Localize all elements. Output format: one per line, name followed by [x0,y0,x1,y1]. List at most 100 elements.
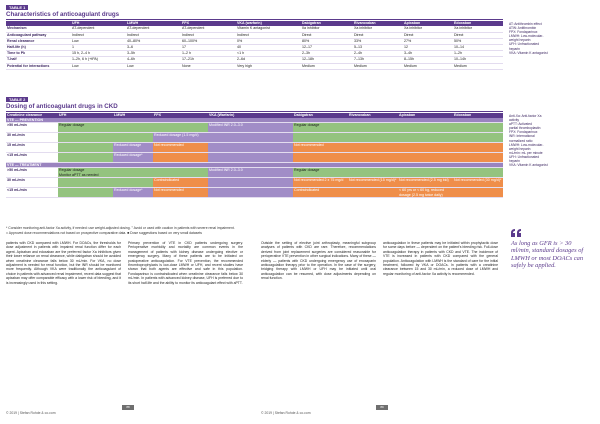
table-cell: Direct [301,32,353,39]
table1-column-header: VKA (warfarin) [236,21,301,26]
table-row: 30 mL/min Reduced dosage (1.5 mg/d) [6,132,503,144]
table-cell: Indirect [236,32,301,39]
dose-cell: Reduced dosage (1.5 mg/d) [153,132,208,144]
table-cell: 1 [71,44,126,52]
table-row: 30 mL/min Contraindicated Not recommende… [6,177,503,189]
table2-column-header: Creatinine clearance [6,113,58,118]
table-cell: 60–100% [181,38,236,46]
row-label: >50 mL/min [6,167,58,179]
table-cell: 4–6h [126,56,181,64]
page-number-right: 89 [376,405,388,410]
table-cell: Low [126,63,181,70]
dose-cell: Not recommended [153,142,208,154]
dose-cell [153,152,208,164]
side-note: VKA: Vitamin K antagonist [509,163,548,168]
table1-column-header: LMWH [126,21,181,26]
row-label: 30 mL/min [6,177,58,189]
dose-cell: Reduced dosage* [113,187,153,199]
table2-tag: TABLE 2 [6,97,29,102]
row-label: Time to Pk [6,50,71,58]
page-number-left: 88 [122,405,134,410]
table-cell: 3–4h [403,50,453,58]
table1-column-header: UFH [71,21,126,26]
dose-cell: Regular dosage Monitor aPTT as needed [58,167,208,179]
side-note: heparin [509,46,520,51]
table-cell: Xa inhibitor [453,26,503,33]
body-column-3: Outside the setting of elective joint ar… [261,241,376,281]
table-row: <15 mL/min Reduced dosage* [6,152,503,164]
table2-side-notes: Anti-Xa: Anti-factor Xa activity aPTT: Act… [509,114,597,167]
side-note: Anti-Xa: Anti-factor Xa [509,114,542,118]
body-column-2: Primary prevention of VTE in CKD patient… [128,241,243,285]
side-note: mL/min: mL per minute [509,150,543,155]
table-row: 15 mL/min Reduced dosage Not recommended… [6,142,503,154]
table1-side-notes: AT: Antithrombin effect ATW: Antithrombin… [509,22,597,55]
dose-cell: Contraindicated [153,177,208,189]
table-row: >50 mL/min Regular dosage Monitor aPTT as… [6,167,503,179]
table-cell: Vitamin K antagonist [236,26,301,33]
dose-cell: Modified INR 2.0–3.0 [208,122,293,134]
table-row: Half-life (h) 1 3–6 17 40 12–17 5–13 12 10–14 [6,44,503,52]
table-cell: 33% [353,38,403,46]
dose-cell: < 60 yrs or < 60 kg, reduced dosage (2.5… [398,187,453,199]
side-note: LMWH: Low-molecular- [509,34,544,39]
table-row: Mechanism AT-dependent AT-dependent AT-depe… [6,26,503,33]
table-cell: 80% [301,38,353,46]
table1-column-header: Dabigatran [301,21,353,26]
table2-column-header: Apixaban [398,113,453,118]
dose-cell [58,152,113,164]
footer-right: © 2019 | Stefan Rohde & co.com [261,411,311,415]
table1-column-header: Apixaban [403,21,453,26]
side-note: activity [509,118,520,123]
table-cell: Direct [453,32,503,39]
dose-cell [113,132,153,144]
table-cell: 12–18h [301,56,353,64]
side-note: LMWH: Low-molecular- [509,142,544,147]
table-cell: 40–80% [126,38,181,46]
table-cell: 12–17 [301,44,353,52]
row-label: >50 mL/min [6,122,58,134]
side-note: UFH: Unfractionated [509,154,540,159]
dose-cell: Contraindicated [293,187,348,199]
table1-column-header [6,21,71,26]
dose-cell [348,187,398,199]
table-cell: 50% [453,38,503,46]
dose-cell [208,152,293,164]
side-note: aPTT: Activated [509,122,532,127]
dose-cell: Not recommended 2 x 75 mg/d [293,177,348,189]
table-cell: 10–14 [453,44,503,52]
body-column-1: patients with CKD compared with LMWH. Fo… [6,241,121,285]
table-cell: <1 h [236,50,301,58]
table2-footnote-2: □ Approved dose recommendations not base… [6,231,202,235]
table-cell: 2–3h [301,50,353,58]
table-row: Time to Pk 15 h, 2–4 h 3–5h 1–2 h <1 h 2–3h 2–… [6,50,503,58]
row-label: 15 mL/min [6,142,58,154]
table-cell: 17–21h [181,56,236,64]
table-row: Renal clearance Low 40–80% 60–100% 0% 80% 33% 2… [6,38,503,46]
dose-cell [58,177,113,189]
table2-title: Dosing of anticoagulant drugs in CKD [6,103,118,110]
table-cell: Medium [453,63,503,70]
side-note: FPX: Fondaparinux [509,30,538,35]
dose-cell: Reduced dosage [113,142,153,154]
side-note: VKA: Vitamin K antagonist [509,50,548,55]
dose-cell [113,177,153,189]
table-cell: None [181,63,236,70]
dose-cell: Not recommended (15 mg/d)* [348,177,398,189]
table-cell: AT-dependent [126,26,181,33]
table-cell: AT-dependent [71,26,126,33]
side-note: partial thromboplastin [509,126,541,131]
table-cell: Direct [403,32,453,39]
dose-cell [58,142,113,154]
side-note: INR: International [509,134,535,139]
dose-cell [293,132,503,144]
side-note: weight heparin [509,38,531,43]
table-cell: 1–2h, 6 h (+tPA) [71,56,126,64]
table1-column-header: FPX [181,21,236,26]
section-prevention: VTE — PREVENTION [6,118,503,124]
table2-column-header: FPX [153,113,208,118]
table-cell: IIa inhibitor [301,26,353,33]
table1-column-header: Edoxaban [453,21,503,26]
body-column-4: anticoagulation in these patients may be… [383,241,498,276]
row-label: Mechanism [6,26,71,33]
